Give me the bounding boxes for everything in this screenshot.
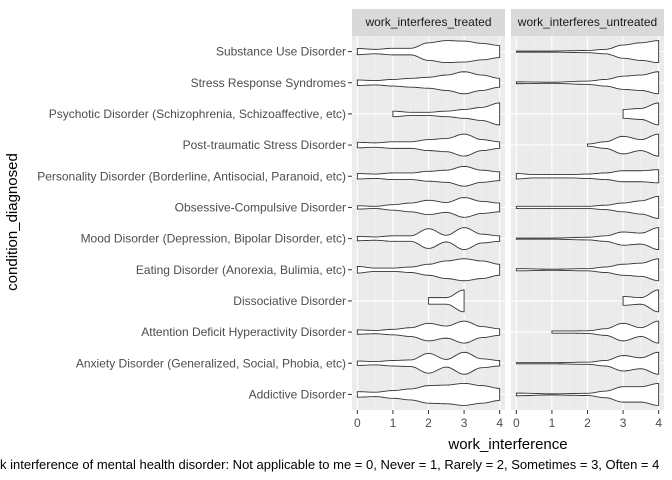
violin-dissociative-disorder	[622, 289, 660, 313]
y-tick-label: Post-traumatic Stress Disorder	[183, 138, 346, 152]
y-tick-label: Attention Deficit Hyperactivity Disorder	[141, 325, 346, 339]
violin-psychotic-disorder-schizophrenia-schizoaffective-etc	[622, 102, 660, 126]
violin-post-traumatic-stress-disorder	[587, 133, 660, 157]
x-axis-title: work_interference	[447, 436, 567, 453]
violin-mood-disorder-depression-bipolar-disorder-etc	[356, 227, 501, 251]
violin-stress-response-syndromes	[356, 71, 501, 95]
y-tick-label: Stress Response Syndromes	[191, 76, 346, 90]
x-tick-label: 3	[461, 416, 468, 430]
violin-eating-disorder-anorexia-bulimia-etc	[356, 258, 501, 282]
x-tick-label: 3	[620, 416, 627, 430]
x-tick-label: 4	[496, 416, 503, 430]
violin-substance-use-disorder	[515, 40, 660, 64]
violin-anxiety-disorder-generalized-social-phobia-etc	[515, 351, 660, 375]
violin-anxiety-disorder-generalized-social-phobia-etc	[356, 351, 501, 375]
y-tick-label: Mood Disorder (Depression, Bipolar Disor…	[81, 232, 346, 246]
violin-eating-disorder-anorexia-bulimia-etc	[515, 258, 660, 282]
x-tick-label: 1	[390, 416, 397, 430]
y-tick-label: Psychotic Disorder (Schizophrenia, Schiz…	[49, 107, 346, 121]
violin-personality-disorder-borderline-antisocial-paranoid-etc	[356, 165, 501, 187]
y-tick-label: Eating Disorder (Anorexia, Bulimia, etc)	[136, 263, 346, 277]
violin-psychotic-disorder-schizophrenia-schizoaffective-etc	[392, 102, 501, 126]
facet-strip-label: work_interferes_untreated	[517, 15, 657, 29]
facet-strip	[511, 9, 664, 36]
x-tick-label: 1	[549, 416, 556, 430]
panel-work_interferes_treated: work_interferes_treated 0 1 2 3 4	[352, 9, 505, 430]
facet-strip	[352, 9, 505, 36]
violin-post-traumatic-stress-disorder	[356, 133, 501, 157]
violin-substance-use-disorder	[356, 40, 501, 64]
violin-obsessive-compulsive-disorder	[356, 197, 501, 218]
y-tick-label: Obsessive-Compulsive Disorder	[175, 200, 346, 214]
violin-dissociative-disorder	[428, 289, 465, 313]
violin-personality-disorder-borderline-antisocial-paranoid-etc	[515, 169, 660, 184]
violin-obsessive-compulsive-disorder	[515, 195, 660, 219]
y-tick-label: Addictive Disorder	[249, 387, 346, 401]
caption: k interference of mental health disorder…	[0, 457, 659, 472]
violin-attention-deficit-hyperactivity-disorder	[551, 320, 660, 344]
violin-stress-response-syndromes	[515, 71, 660, 95]
y-tick-label: Substance Use Disorder	[216, 45, 346, 59]
violin-addictive-disorder	[515, 382, 660, 406]
x-tick-label: 4	[655, 416, 662, 430]
x-tick-label: 0	[354, 416, 361, 430]
y-tick-label: Personality Disorder (Borderline, Antiso…	[37, 169, 346, 183]
violin-attention-deficit-hyperactivity-disorder	[356, 320, 501, 344]
x-tick-label: 2	[584, 416, 591, 430]
x-tick-label: 2	[425, 416, 432, 430]
facet-strip-label: work_interferes_treated	[364, 15, 491, 29]
y-tick-label: Dissociative Disorder	[233, 294, 346, 308]
panel-work_interferes_untreated: work_interferes_untreated 0 1 2 3 4	[511, 9, 664, 430]
violin-addictive-disorder	[356, 382, 501, 406]
y-axis-title: condition_diagnosed	[4, 153, 21, 291]
x-tick-label: 0	[513, 416, 520, 430]
violin-mood-disorder-depression-bipolar-disorder-etc	[515, 227, 660, 251]
y-tick-label: Anxiety Disorder (Generalized, Social, P…	[76, 356, 346, 370]
